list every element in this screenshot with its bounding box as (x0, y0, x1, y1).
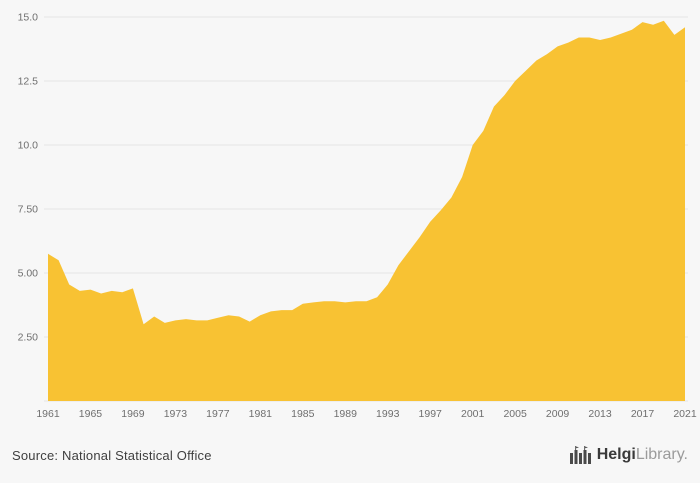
brand-text: HelgiLibrary. (597, 447, 688, 463)
x-tick-label: 2005 (503, 408, 527, 420)
x-tick-label: 1993 (376, 408, 400, 420)
area-series (48, 20, 685, 402)
x-tick-label: 2009 (546, 408, 570, 420)
x-tick-label: 2001 (461, 408, 485, 420)
brand-name-bold: Helgi (596, 446, 636, 463)
area-chart-svg: 2.50 5.00 7.50 10.0 12.5 15.0 1961 1965 1969 1973… (18, 12, 697, 421)
x-tick-label: 1965 (79, 408, 103, 420)
source-text: Source: National Statistical Office (12, 447, 212, 463)
x-tick-label: 1989 (334, 408, 358, 420)
y-tick-label: 2.50 (18, 332, 39, 344)
x-tick-label: 2021 (673, 408, 697, 420)
y-tick-label: 5.00 (18, 268, 39, 280)
x-tick-label: 1973 (164, 408, 188, 420)
y-tick-label: 7.50 (18, 204, 39, 216)
x-tick-label: 1961 (36, 408, 60, 420)
x-tick-label: 1977 (206, 408, 230, 420)
x-tick-label: 2013 (588, 408, 612, 420)
y-tick-label: 12.5 (18, 76, 39, 88)
brand-name-light: Library. (635, 446, 688, 463)
x-tick-label: 1997 (419, 408, 443, 420)
footer: Source: National Statistical Office (0, 435, 700, 483)
y-tick-label: 10.0 (18, 140, 39, 152)
x-tick-label: 2017 (631, 408, 655, 420)
x-tick-label: 1981 (249, 408, 273, 420)
chart: 2.50 5.00 7.50 10.0 12.5 15.0 1961 1965 1969 1973… (18, 12, 697, 421)
helgi-library-logo[interactable]: HelgiLibrary. (569, 445, 688, 465)
x-tick-label: 1969 (121, 408, 145, 420)
y-tick-label: 15.0 (18, 12, 39, 24)
helgi-logo-icon (569, 445, 591, 465)
x-tick-label: 1985 (291, 408, 315, 420)
